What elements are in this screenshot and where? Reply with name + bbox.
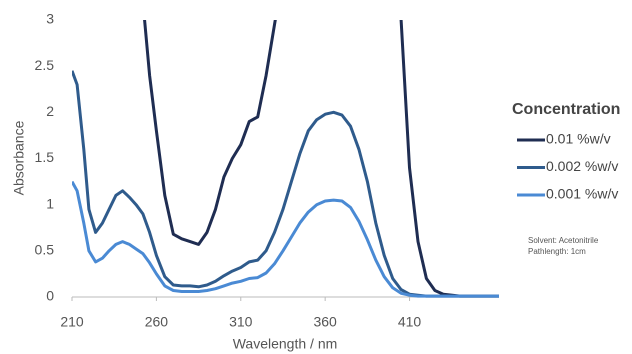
x-tick-label: 310 — [229, 314, 253, 330]
annotation: Pathlength: 1cm — [528, 247, 586, 256]
y-tick-label: 2.5 — [35, 57, 55, 73]
legend-label: 0.001 %w/v — [546, 186, 618, 202]
legend-label: 0.002 %w/v — [546, 158, 618, 174]
x-tick-label: 260 — [145, 314, 169, 330]
y-tick-label: 0 — [46, 288, 54, 304]
x-tick-label: 210 — [60, 314, 84, 330]
x-tick-label: 360 — [313, 314, 337, 330]
x-axis-label: Wavelength / nm — [233, 336, 338, 352]
series-line — [72, 180, 499, 298]
y-tick-label: 0.5 — [35, 242, 55, 258]
series-line — [72, 70, 499, 298]
y-tick-label: 1.5 — [35, 149, 55, 165]
legend-label: 0.01 %w/v — [546, 131, 611, 147]
legend-title: Concentration — [512, 101, 620, 118]
y-tick-label: 3 — [46, 11, 54, 27]
series-line — [143, 20, 499, 298]
y-tick-label: 2 — [46, 103, 54, 119]
y-tick-label: 1 — [46, 195, 54, 211]
annotation: Solvent: Acetonitrile — [528, 236, 599, 245]
y-axis-label: Absorbance — [11, 120, 27, 195]
x-tick-label: 410 — [398, 314, 422, 330]
